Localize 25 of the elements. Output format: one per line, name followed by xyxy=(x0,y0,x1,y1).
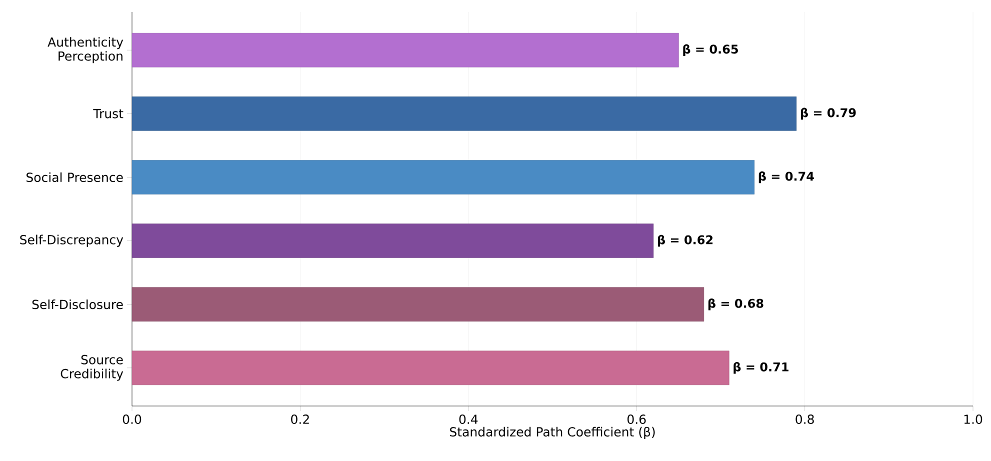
x-tick-label: 1.0 xyxy=(964,414,982,424)
y-tick-label: Self-Discrepancy xyxy=(20,234,124,247)
bar xyxy=(132,224,654,258)
data-label: β = 0.62 xyxy=(658,234,713,247)
data-label: β = 0.74 xyxy=(758,171,814,184)
x-tick-label: 0.0 xyxy=(122,414,142,424)
x-tick-label: 0.6 xyxy=(627,414,646,424)
bar xyxy=(132,32,679,68)
y-tick-label: Self-Disclosure xyxy=(32,299,123,310)
x-tick-label: 0.2 xyxy=(291,414,309,424)
bar xyxy=(132,160,754,194)
x-tick-label: 0.8 xyxy=(796,414,814,424)
bar xyxy=(132,287,704,322)
data-label: β = 0.68 xyxy=(708,298,764,310)
data-label: β = 0.65 xyxy=(683,44,738,56)
data-label: β = 0.71 xyxy=(734,362,788,374)
y-tick-label: Trust xyxy=(93,109,124,118)
x-axis-title: Standardized Path Coefficient (β) xyxy=(450,426,655,439)
y-tick-label: Social Presence xyxy=(26,172,123,182)
bar xyxy=(132,350,730,386)
data-label: β = 0.79 xyxy=(800,108,856,120)
y-tick-label: Authenticity Perception xyxy=(48,37,124,64)
x-tick-label: 0.4 xyxy=(459,414,478,424)
bar xyxy=(132,96,797,131)
y-tick-label: Source Credibility xyxy=(60,354,124,381)
